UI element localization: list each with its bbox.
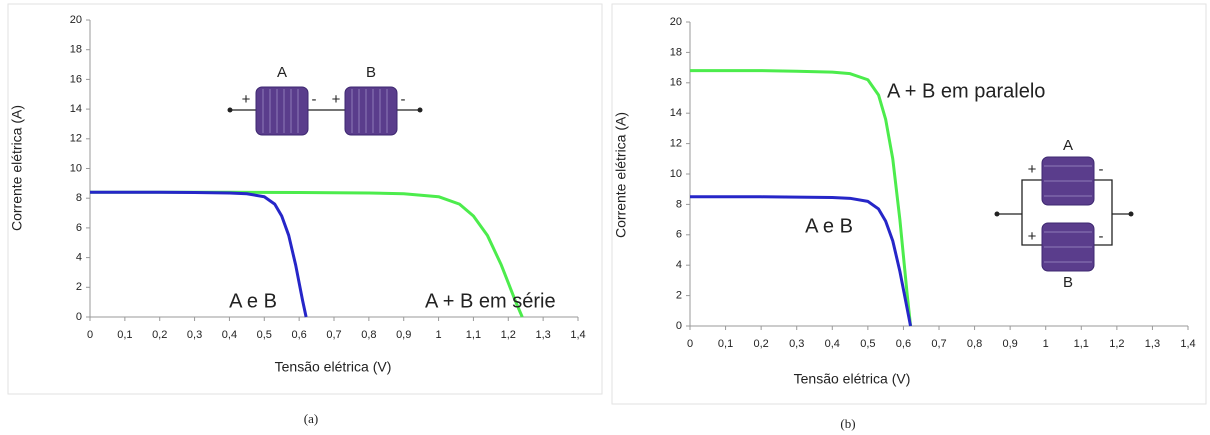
y-tick-label: 6	[76, 222, 82, 234]
series-line	[90, 190, 308, 318]
y-tick-label: 10	[70, 162, 82, 174]
minus-sign: -	[401, 91, 406, 108]
x-tick-label: 0	[687, 338, 693, 350]
x-tick-label: 0,8	[967, 338, 982, 350]
x-tick-label: 1	[1043, 338, 1049, 350]
series-label: A + B em paralelo	[887, 80, 1045, 102]
plus-sign: +	[242, 91, 251, 108]
x-axis-label: Tensão elétrica (V)	[794, 371, 911, 387]
x-tick-label: 1,1	[466, 329, 481, 341]
x-tick-label: 0,9	[1002, 338, 1017, 350]
y-tick-label: 16	[70, 73, 82, 85]
y-tick-label: 10	[670, 168, 682, 180]
minus-sign: -	[1099, 161, 1104, 178]
y-tick-label: 0	[676, 320, 682, 332]
x-tick-label: 0,2	[152, 329, 167, 341]
x-tick-label: 0,7	[931, 338, 946, 350]
series-diagram: A B + - + -	[227, 64, 423, 136]
cell-label: A	[1063, 137, 1073, 154]
x-tick-label: 0,1	[718, 338, 733, 350]
minus-sign: -	[1099, 228, 1104, 245]
parallel-diagram: A B + - + -	[994, 137, 1134, 291]
series-label: A + B em série	[425, 290, 556, 312]
x-tick-label: 0,6	[896, 338, 911, 350]
caption: (a)	[304, 411, 318, 426]
y-tick-label: 8	[76, 192, 82, 204]
y-tick-label: 14	[70, 103, 82, 115]
y-tick-label: 0	[76, 311, 82, 323]
y-tick-label: 20	[670, 16, 682, 28]
plus-sign: +	[332, 91, 341, 108]
series-label: A e B	[229, 290, 277, 312]
y-tick-label: 20	[70, 14, 82, 26]
x-tick-label: 0,5	[860, 338, 875, 350]
x-tick-label: 0,5	[257, 329, 272, 341]
y-tick-label: 14	[670, 107, 682, 119]
plus-sign: +	[1028, 161, 1037, 178]
x-tick-label: 0,6	[291, 329, 306, 341]
y-axis-label: Corrente elétrica (A)	[613, 112, 629, 238]
y-tick-label: 12	[70, 133, 82, 145]
x-tick-label: 0,3	[187, 329, 202, 341]
y-tick-label: 6	[676, 229, 682, 241]
y-tick-label: 16	[670, 77, 682, 89]
y-tick-label: 18	[70, 44, 82, 56]
x-tick-label: 0,2	[753, 338, 768, 350]
cell-label: B	[366, 64, 376, 81]
x-tick-label: 0,1	[117, 329, 132, 341]
series-line	[690, 69, 913, 327]
y-tick-label: 18	[670, 46, 682, 58]
y-tick-label: 4	[676, 259, 682, 271]
x-tick-label: 1,4	[1180, 338, 1195, 350]
chart: 0 2 4 6 8 10 12 14 16 18 20 0 0,1 0,2 0,3 0,4 0,5 0,6 0,7 0…	[611, 3, 1207, 431]
minus-sign: -	[312, 91, 317, 108]
plus-sign: +	[1028, 228, 1037, 245]
x-tick-label: 1	[436, 329, 442, 341]
cell-label: A	[277, 64, 287, 81]
x-tick-label: 1,1	[1074, 338, 1089, 350]
y-tick-label: 2	[676, 290, 682, 302]
y-axis-label: Corrente elétrica (A)	[9, 105, 25, 231]
series-label: A e B	[805, 215, 853, 237]
x-tick-label: 0,3	[789, 338, 804, 350]
chart-frame	[7, 3, 603, 395]
y-tick-label: 8	[676, 198, 682, 210]
x-tick-label: 1,3	[1145, 338, 1160, 350]
x-tick-label: 1,4	[570, 329, 585, 341]
x-tick-label: 0,8	[361, 329, 376, 341]
y-tick-label: 2	[76, 281, 82, 293]
x-tick-label: 1,2	[501, 329, 516, 341]
chart-frame	[611, 3, 1207, 405]
y-tick-label: 4	[76, 252, 82, 264]
x-tick-label: 1,2	[1109, 338, 1124, 350]
x-tick-label: 0,4	[222, 329, 237, 341]
caption: (b)	[840, 416, 855, 431]
x-tick-label: 0,9	[396, 329, 411, 341]
y-tick-label: 12	[670, 138, 682, 150]
series-line	[690, 195, 913, 327]
cell-label: B	[1063, 274, 1073, 291]
x-axis-label: Tensão elétrica (V)	[275, 359, 392, 375]
chart: 0 2 4 6 8 10 12 14 16 18 20 0 0,1 0,2 0,3 0,4 0,5 0,6 0,7 0…	[7, 3, 603, 426]
x-tick-label: 1,3	[535, 329, 550, 341]
x-tick-label: 0,4	[825, 338, 840, 350]
x-tick-label: 0	[87, 329, 93, 341]
x-tick-label: 0,7	[326, 329, 341, 341]
